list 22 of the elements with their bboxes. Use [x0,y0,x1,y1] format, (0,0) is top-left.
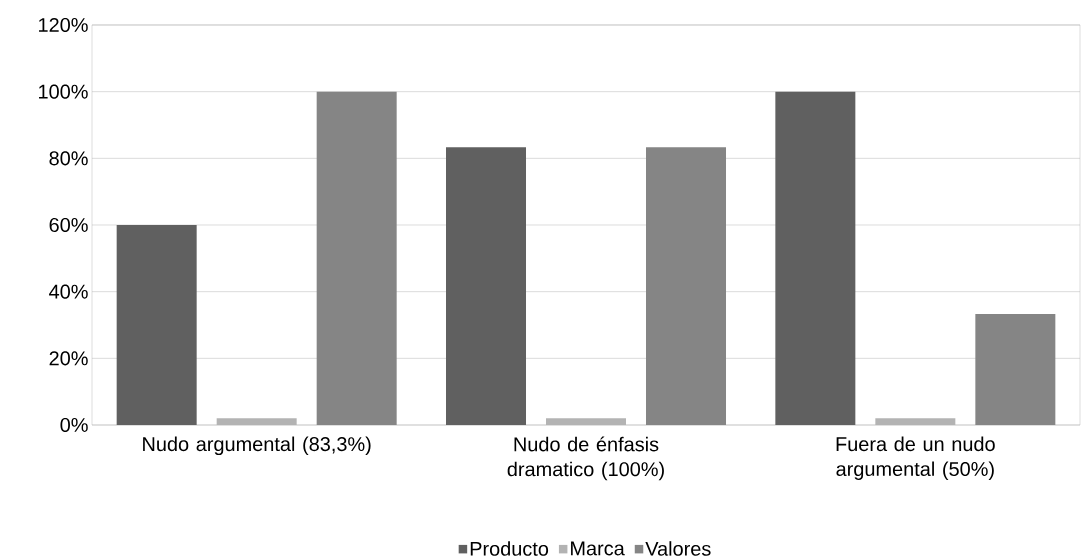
x-tick-label: Fuera de un nudo argumental (50%) [836,436,995,481]
y-tick-label: 100% [39,84,88,99]
y-tick-label: 120% [39,17,88,33]
y-tick-label: 60% [49,217,88,233]
bar [775,91,856,425]
y-tick-label: 40% [49,284,88,299]
y-tick-label: 20% [49,351,88,366]
bar [216,418,297,425]
legend-label: Producto [470,541,549,556]
bar [316,91,397,425]
x-tick-label: Nudo argumental (83,3%) [143,436,371,456]
y-tick-label: 80% [49,151,88,166]
bar [975,314,1056,425]
legend-label: Marca [571,541,625,556]
x-tick-label: Nudo de énfasis dramatico (100%) [507,436,664,481]
bar [875,418,956,425]
bar [546,418,627,425]
bar [446,147,527,425]
y-tick-label: 0% [60,417,88,433]
bar [646,147,727,425]
legend-label: Valores [645,541,711,556]
bar [116,225,197,425]
